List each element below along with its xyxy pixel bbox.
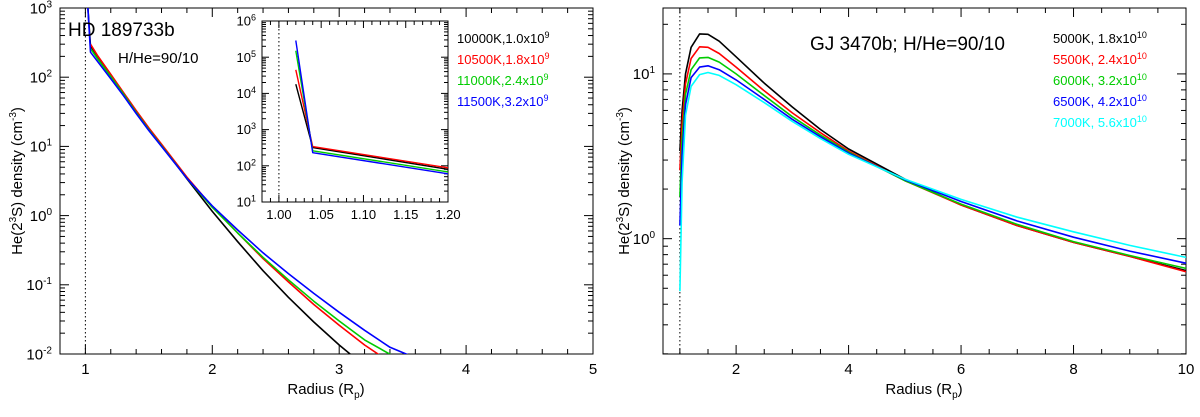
y-tick-label: 102	[237, 157, 256, 173]
series-line	[295, 40, 448, 175]
x-tick-label: 6	[957, 361, 965, 378]
inset-series	[278, 21, 448, 202]
legend-entry: 5000K, 1.8x1010	[1053, 30, 1147, 46]
y-tick-label: 103	[237, 121, 256, 137]
left-legend: 10000K,1.0x109 10500K,1.8x109 11000K,2.4x1…	[457, 30, 549, 109]
series-line	[679, 71, 1186, 292]
x-tick-label: 1	[81, 361, 89, 378]
series-line	[679, 56, 1186, 270]
right-x-axis-label: Radius (Rp)	[885, 381, 962, 401]
x-tick-label: 8	[1069, 361, 1077, 378]
y-tick-label: 10-1	[26, 276, 52, 294]
right-y-axis-label: He(23S) density (cm-3)	[615, 107, 633, 255]
y-tick-label: 10-2	[26, 345, 52, 363]
left-title: HD 189733b	[68, 20, 175, 41]
legend-entry: 6500K, 4.2x1010	[1053, 93, 1147, 109]
x-tick-label: 1.10	[351, 207, 376, 222]
x-tick-label: 1.15	[393, 207, 418, 222]
left-series	[84, 8, 409, 354]
legend-entry: 7000K, 5.6x1010	[1053, 114, 1147, 130]
right-ticks: 2 4 6 8 10 100 101	[633, 8, 1195, 378]
series-line	[87, 8, 409, 354]
y-tick-label: 105	[237, 49, 256, 65]
y-tick-label: 103	[30, 0, 53, 17]
legend-entry: 10000K,1.0x109	[457, 30, 549, 46]
x-tick-label: 1.05	[309, 207, 334, 222]
left-panel: 1 2 3 4 5 10-2 10-1 100 101 102 103 HD 189733b H/H…	[8, 0, 597, 401]
x-tick-label: 2	[208, 361, 216, 378]
y-tick-label: 102	[30, 68, 53, 86]
inset-panel: 1.00 1.05 1.10 1.15 1.20 101 102 103 104 105 106	[237, 13, 461, 222]
y-tick-label: 100	[633, 230, 656, 248]
right-panel: 2 4 6 8 10 100 101 GJ 3470b; H/He=90/10 5000K,…	[615, 7, 1195, 401]
right-plot-frame	[662, 7, 1187, 355]
x-tick-label: 2	[732, 361, 740, 378]
legend-entry: 11000K,2.4x109	[457, 72, 549, 88]
right-series	[679, 8, 1186, 354]
legend-entry: 5500K, 2.4x1010	[1053, 51, 1147, 67]
series-line	[679, 65, 1186, 264]
x-tick-label: 1.00	[266, 207, 291, 222]
x-tick-label: 1.20	[435, 207, 460, 222]
series-line	[679, 33, 1186, 272]
legend-entry: 6000K, 3.2x1010	[1053, 72, 1147, 88]
inset-ticks: 1.00 1.05 1.10 1.15 1.20 101 102 103 104 105 106	[237, 13, 461, 222]
y-tick-label: 104	[237, 85, 256, 101]
inset-plot-frame	[261, 20, 449, 203]
x-tick-label: 5	[589, 361, 597, 378]
y-tick-label: 106	[237, 13, 256, 29]
x-tick-label: 10	[1178, 361, 1195, 378]
left-plot-frame	[59, 7, 594, 355]
x-tick-label: 3	[335, 361, 343, 378]
y-tick-label: 101	[237, 194, 256, 210]
left-subtitle: H/He=90/10	[118, 50, 198, 67]
left-y-axis-label: He(23S) density (cm-3)	[8, 107, 26, 255]
left-x-axis-label: Radius (Rp)	[287, 381, 364, 401]
y-tick-label: 101	[633, 65, 656, 83]
right-legend: 5000K, 1.8x1010 5500K, 2.4x1010 6000K, 3.2…	[1053, 30, 1147, 130]
y-tick-label: 101	[30, 138, 53, 156]
left-ticks: 1 2 3 4 5 10-2 10-1 100 101 102 103	[26, 0, 597, 378]
x-tick-label: 4	[462, 361, 470, 378]
y-tick-label: 100	[30, 207, 53, 225]
right-title: GJ 3470b; H/He=90/10	[810, 34, 1005, 55]
x-tick-label: 4	[844, 361, 852, 378]
legend-entry: 11500K,3.2x109	[457, 93, 549, 109]
legend-entry: 10500K,1.8x109	[457, 51, 549, 67]
series-line	[679, 46, 1186, 273]
